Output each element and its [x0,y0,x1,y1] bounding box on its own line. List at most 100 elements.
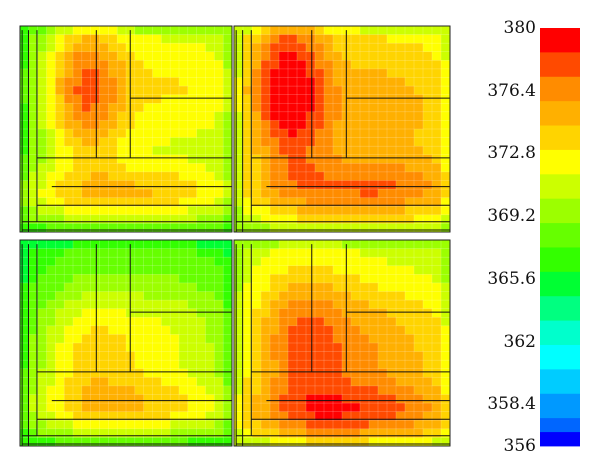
heatmap-cell [81,308,91,318]
heatmap-cell [73,240,83,249]
heatmap-cell [261,403,271,412]
heatmap-cell [73,351,83,361]
heatmap-cell [315,360,325,370]
heatmap-cell [179,163,189,173]
heatmap-cell [90,377,100,387]
heatmap-cell [117,26,127,35]
heatmap-cell [99,154,109,164]
heatmap-cell [351,214,361,224]
heatmap-cell [46,334,56,344]
heatmap-cell [179,351,189,361]
heatmap-cell [196,180,206,190]
heatmap-cell [205,34,215,44]
heatmap-cell [369,317,379,327]
heatmap-cell [405,154,415,164]
heatmap-cell [297,394,307,404]
heatmap-cell [196,351,206,361]
heatmap-cell [396,146,406,156]
heatmap-cell [405,360,415,370]
heatmap-cell [214,420,224,430]
heatmap-cell [324,34,334,44]
heatmap-cell [306,171,316,181]
heatmap-cell [223,385,233,395]
heatmap-cell [143,274,153,284]
heatmap-cell [270,180,280,190]
heatmap-cell [170,351,180,361]
heatmap-cell [28,360,38,370]
heatmap-cell [73,68,83,78]
heatmap-cell [369,308,379,318]
heatmap-cell [387,351,397,361]
heatmap-cell [261,34,271,44]
heatmap-cell [55,146,65,156]
heatmap-cell [223,248,233,258]
heatmap-cell [378,240,388,249]
heatmap-cell [81,257,91,267]
heatmap-cell [288,428,298,438]
heatmap-cell [99,223,109,233]
heatmap-cell [187,317,197,327]
heatmap-cell [396,274,406,284]
heatmap-cell [37,51,47,61]
heatmap-cell [423,94,433,104]
heatmap-cell [117,137,127,147]
heatmap-cell [90,360,100,370]
heatmap-cell [117,334,127,344]
heatmap-cell [315,428,325,438]
heatmap-cell [405,77,415,87]
heatmap-cell [333,334,343,344]
heatmap-cell [179,129,189,138]
heatmap-cell [414,343,424,352]
heatmap-cell [315,411,325,421]
heatmap-cell [270,265,280,275]
heatmap-cell [252,240,262,249]
heatmap-cell [187,291,197,301]
heatmap-cell [81,163,91,173]
heatmap-cell [315,300,325,309]
heatmap-cell [196,437,206,447]
heatmap-cell [108,300,118,309]
heatmap-cell [90,428,100,438]
heatmap-cell [432,437,442,447]
heatmap-cell [369,343,379,352]
heatmap-cell [90,180,100,190]
heatmap-cell [306,291,316,301]
heatmap-cell [315,77,325,87]
heatmap-cell [360,163,370,173]
heatmap-cell [28,214,38,224]
heatmap-cell [90,154,100,164]
heatmap-cell [99,94,109,104]
heatmap-cell [378,343,388,352]
heatmap-cell [37,411,47,421]
heatmap-cell [261,291,271,301]
heatmap-cell [205,282,215,292]
heatmap-cell [28,317,38,327]
heatmap-cell [342,163,352,173]
heatmap-cell [99,334,109,344]
heatmap-cell [46,60,56,70]
heatmap-cell [196,68,206,78]
heatmap-cell [187,240,197,249]
heatmap-cell [37,180,47,190]
heatmap-cell [369,137,379,147]
heatmap-cell [378,51,388,61]
heatmap-cell [55,94,65,104]
heatmap-cell [73,43,83,53]
heatmap-cell [297,428,307,438]
heatmap-cell [196,385,206,395]
heatmap-cell [223,163,233,173]
heatmap-cell [306,86,316,95]
heatmap-cell [90,368,100,378]
heatmap-cell [170,137,180,147]
heatmap-cell [351,351,361,361]
heatmap-cell [333,111,343,121]
heatmap-cell [378,325,388,335]
heatmap-cell [297,274,307,284]
heatmap-cell [99,171,109,181]
heatmap-cell [28,282,38,292]
heatmap-cell [20,129,30,138]
heatmap-cell [324,197,334,207]
heatmap-cell [315,257,325,267]
heatmap-cell [306,351,316,361]
heatmap-cell [187,60,197,70]
